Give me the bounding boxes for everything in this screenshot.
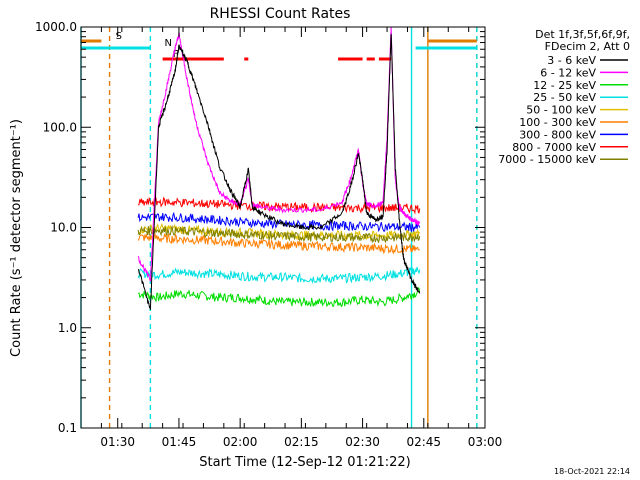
legend-label-4: 50 - 100 keV: [526, 104, 596, 117]
y-tick-label-3: 1.0: [58, 321, 77, 335]
x-tick-label-4: 02:30: [345, 435, 380, 449]
series-line-25-50-kev: [137, 266, 421, 285]
x-tick-label-6: 03:00: [468, 435, 503, 449]
footer-timestamp: 18-Oct-2021 22:14: [554, 467, 630, 476]
chart-title: RHESSI Count Rates: [210, 6, 351, 22]
y-tick-label-4: 0.1: [58, 421, 77, 435]
y-tick-label-2: 10.0: [50, 221, 77, 235]
legend-label-6: 300 - 800 keV: [519, 128, 596, 141]
legend-label-5: 100 - 300 keV: [519, 116, 596, 129]
series-layer: [137, 26, 421, 310]
axes: 1000.0 100.0 10.0 1.0 0.1 01:30 01:45 02:00 02:1…: [35, 20, 502, 449]
legend-label-1: 6 - 12 keV: [540, 66, 596, 79]
x-tick-label-1: 01:45: [162, 435, 197, 449]
flag-label-s: S: [116, 31, 122, 42]
y-axis-label: Count Rate (s⁻¹ detector segment⁻¹): [9, 119, 24, 357]
flag-label-n: N: [165, 38, 172, 49]
series-line-3-6-kev: [137, 33, 421, 310]
legend: Det 1f,3f,5f,6f,9f,FDecim 2, Att 03 - 6 …: [498, 28, 630, 166]
series-line-100-300-kev: [137, 232, 420, 255]
legend-header-0: Det 1f,3f,5f,6f,9f,: [535, 28, 630, 41]
series-line-7000-15000-kev: [137, 224, 421, 244]
x-tick-label-5: 02:45: [406, 435, 441, 449]
legend-label-2: 12 - 25 keV: [533, 79, 596, 92]
x-tick-label-0: 01:30: [100, 435, 135, 449]
y-tick-label-0: 1000.0: [35, 20, 77, 34]
legend-label-3: 25 - 50 keV: [533, 91, 596, 104]
legend-header-1: FDecim 2, Att 0: [545, 40, 630, 53]
x-axis-label: Start Time (12-Sep-12 01:21:22): [199, 455, 410, 470]
legend-label-8: 7000 - 15000 keV: [498, 153, 596, 166]
flag-label-f: F: [173, 49, 179, 60]
legend-label-0: 3 - 6 keV: [547, 54, 596, 67]
x-tick-label-3: 02:15: [284, 435, 319, 449]
legend-label-7: 800 - 7000 keV: [512, 141, 596, 154]
y-tick-label-1: 100.0: [43, 120, 77, 134]
x-tick-label-2: 02:00: [223, 435, 258, 449]
series-line-12-25-kev: [137, 286, 421, 308]
